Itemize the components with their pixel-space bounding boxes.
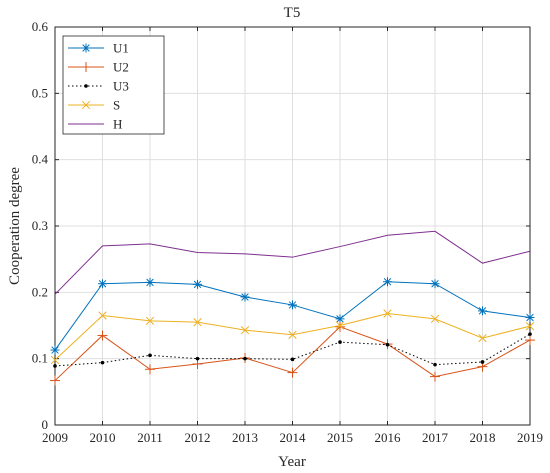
series-h bbox=[54, 230, 531, 295]
x-tick-label: 2016 bbox=[375, 430, 402, 445]
data-point-u1 bbox=[50, 345, 60, 355]
data-point-s bbox=[288, 330, 297, 339]
legend-entry-u3: U3 bbox=[68, 79, 129, 94]
chart-title: T5 bbox=[284, 5, 301, 21]
y-tick-label: 0 bbox=[42, 417, 49, 432]
x-tick-label: 2017 bbox=[422, 430, 449, 445]
series-layer bbox=[50, 230, 535, 386]
data-point-u3 bbox=[480, 360, 485, 364]
data-point-u3 bbox=[100, 360, 105, 365]
series-s bbox=[50, 309, 535, 365]
data-point-u1 bbox=[430, 279, 440, 289]
x-tick-label: 2009 bbox=[42, 430, 68, 445]
data-point-s bbox=[98, 311, 107, 320]
x-tick-label: 2015 bbox=[327, 430, 353, 445]
data-point-u2 bbox=[192, 358, 203, 369]
data-point-s bbox=[525, 322, 535, 331]
data-point-u1 bbox=[288, 300, 297, 310]
y-tick-label: 0.6 bbox=[32, 19, 49, 34]
data-point-u3 bbox=[148, 353, 152, 358]
x-tick-label: 2019 bbox=[517, 430, 543, 445]
legend-label: U2 bbox=[113, 60, 129, 75]
legend-label: S bbox=[113, 98, 120, 113]
y-tick-label: 0.1 bbox=[32, 351, 48, 366]
data-point-u1 bbox=[98, 279, 107, 289]
y-tick-label: 0.5 bbox=[32, 85, 48, 100]
data-point-u2 bbox=[145, 364, 155, 375]
data-point-u1 bbox=[240, 292, 250, 302]
x-tick-label: 2010 bbox=[90, 430, 116, 445]
data-point-u2 bbox=[97, 330, 108, 341]
data-point-u3 bbox=[290, 357, 295, 362]
series-u3 bbox=[53, 332, 532, 368]
x-tick-label: 2018 bbox=[470, 430, 496, 445]
data-point-s bbox=[50, 355, 60, 365]
data-point-u3 bbox=[53, 364, 57, 368]
data-point-u3 bbox=[433, 362, 437, 367]
x-axis-label: Year bbox=[278, 454, 306, 470]
legend-entry-u2: U2 bbox=[68, 60, 129, 75]
data-point-s bbox=[193, 318, 202, 327]
data-point-s bbox=[478, 333, 487, 343]
y-tick-label: 0.2 bbox=[32, 284, 48, 299]
x-tick-label: 2014 bbox=[280, 430, 307, 445]
legend-box bbox=[62, 35, 165, 135]
x-tick-label: 2013 bbox=[232, 430, 258, 445]
data-point-u1 bbox=[478, 306, 487, 316]
series-line-h bbox=[54, 230, 531, 295]
x-tick-label: 2012 bbox=[185, 430, 211, 445]
legend-marker bbox=[81, 100, 91, 110]
data-point-u1 bbox=[383, 277, 392, 287]
data-point-s bbox=[430, 314, 440, 324]
legend-marker bbox=[84, 84, 88, 88]
x-tick-label: 2011 bbox=[137, 430, 163, 445]
data-point-u3 bbox=[528, 332, 532, 336]
data-point-u1 bbox=[145, 277, 155, 287]
y-axis-label: Cooperation degree bbox=[7, 167, 23, 285]
data-point-u1 bbox=[193, 279, 202, 289]
data-point-s bbox=[335, 321, 345, 330]
series-u1 bbox=[50, 277, 535, 355]
data-point-u2 bbox=[335, 321, 345, 332]
legend-label: H bbox=[113, 117, 122, 132]
data-point-u2 bbox=[430, 371, 440, 382]
data-point-u3 bbox=[243, 356, 247, 361]
legend-label: U1 bbox=[113, 41, 129, 56]
legend-entry-s: S bbox=[68, 98, 120, 113]
legend-marker bbox=[81, 62, 91, 72]
data-point-u3 bbox=[338, 340, 342, 344]
legend-entry-u1: U1 bbox=[68, 41, 129, 56]
data-point-u3 bbox=[195, 356, 200, 361]
data-point-u2 bbox=[525, 335, 535, 346]
legend-entry-h: H bbox=[68, 117, 122, 132]
data-point-s bbox=[240, 325, 250, 335]
legend-label: U3 bbox=[113, 79, 129, 94]
data-point-s bbox=[145, 316, 155, 326]
y-tick-label: 0.4 bbox=[32, 152, 49, 167]
data-point-u1 bbox=[525, 313, 535, 323]
axis-ticks: 2009 2010 2011 2012 2013 2014 2015 2016 2017 2018… bbox=[32, 19, 543, 445]
legend: U1 U2 U3 SH bbox=[62, 35, 165, 135]
data-point-s bbox=[383, 309, 392, 318]
data-point-u2 bbox=[50, 375, 60, 386]
y-tick-label: 0.3 bbox=[32, 218, 48, 233]
data-point-u3 bbox=[385, 342, 390, 347]
legend-marker bbox=[81, 43, 91, 53]
data-point-u2 bbox=[287, 367, 298, 378]
